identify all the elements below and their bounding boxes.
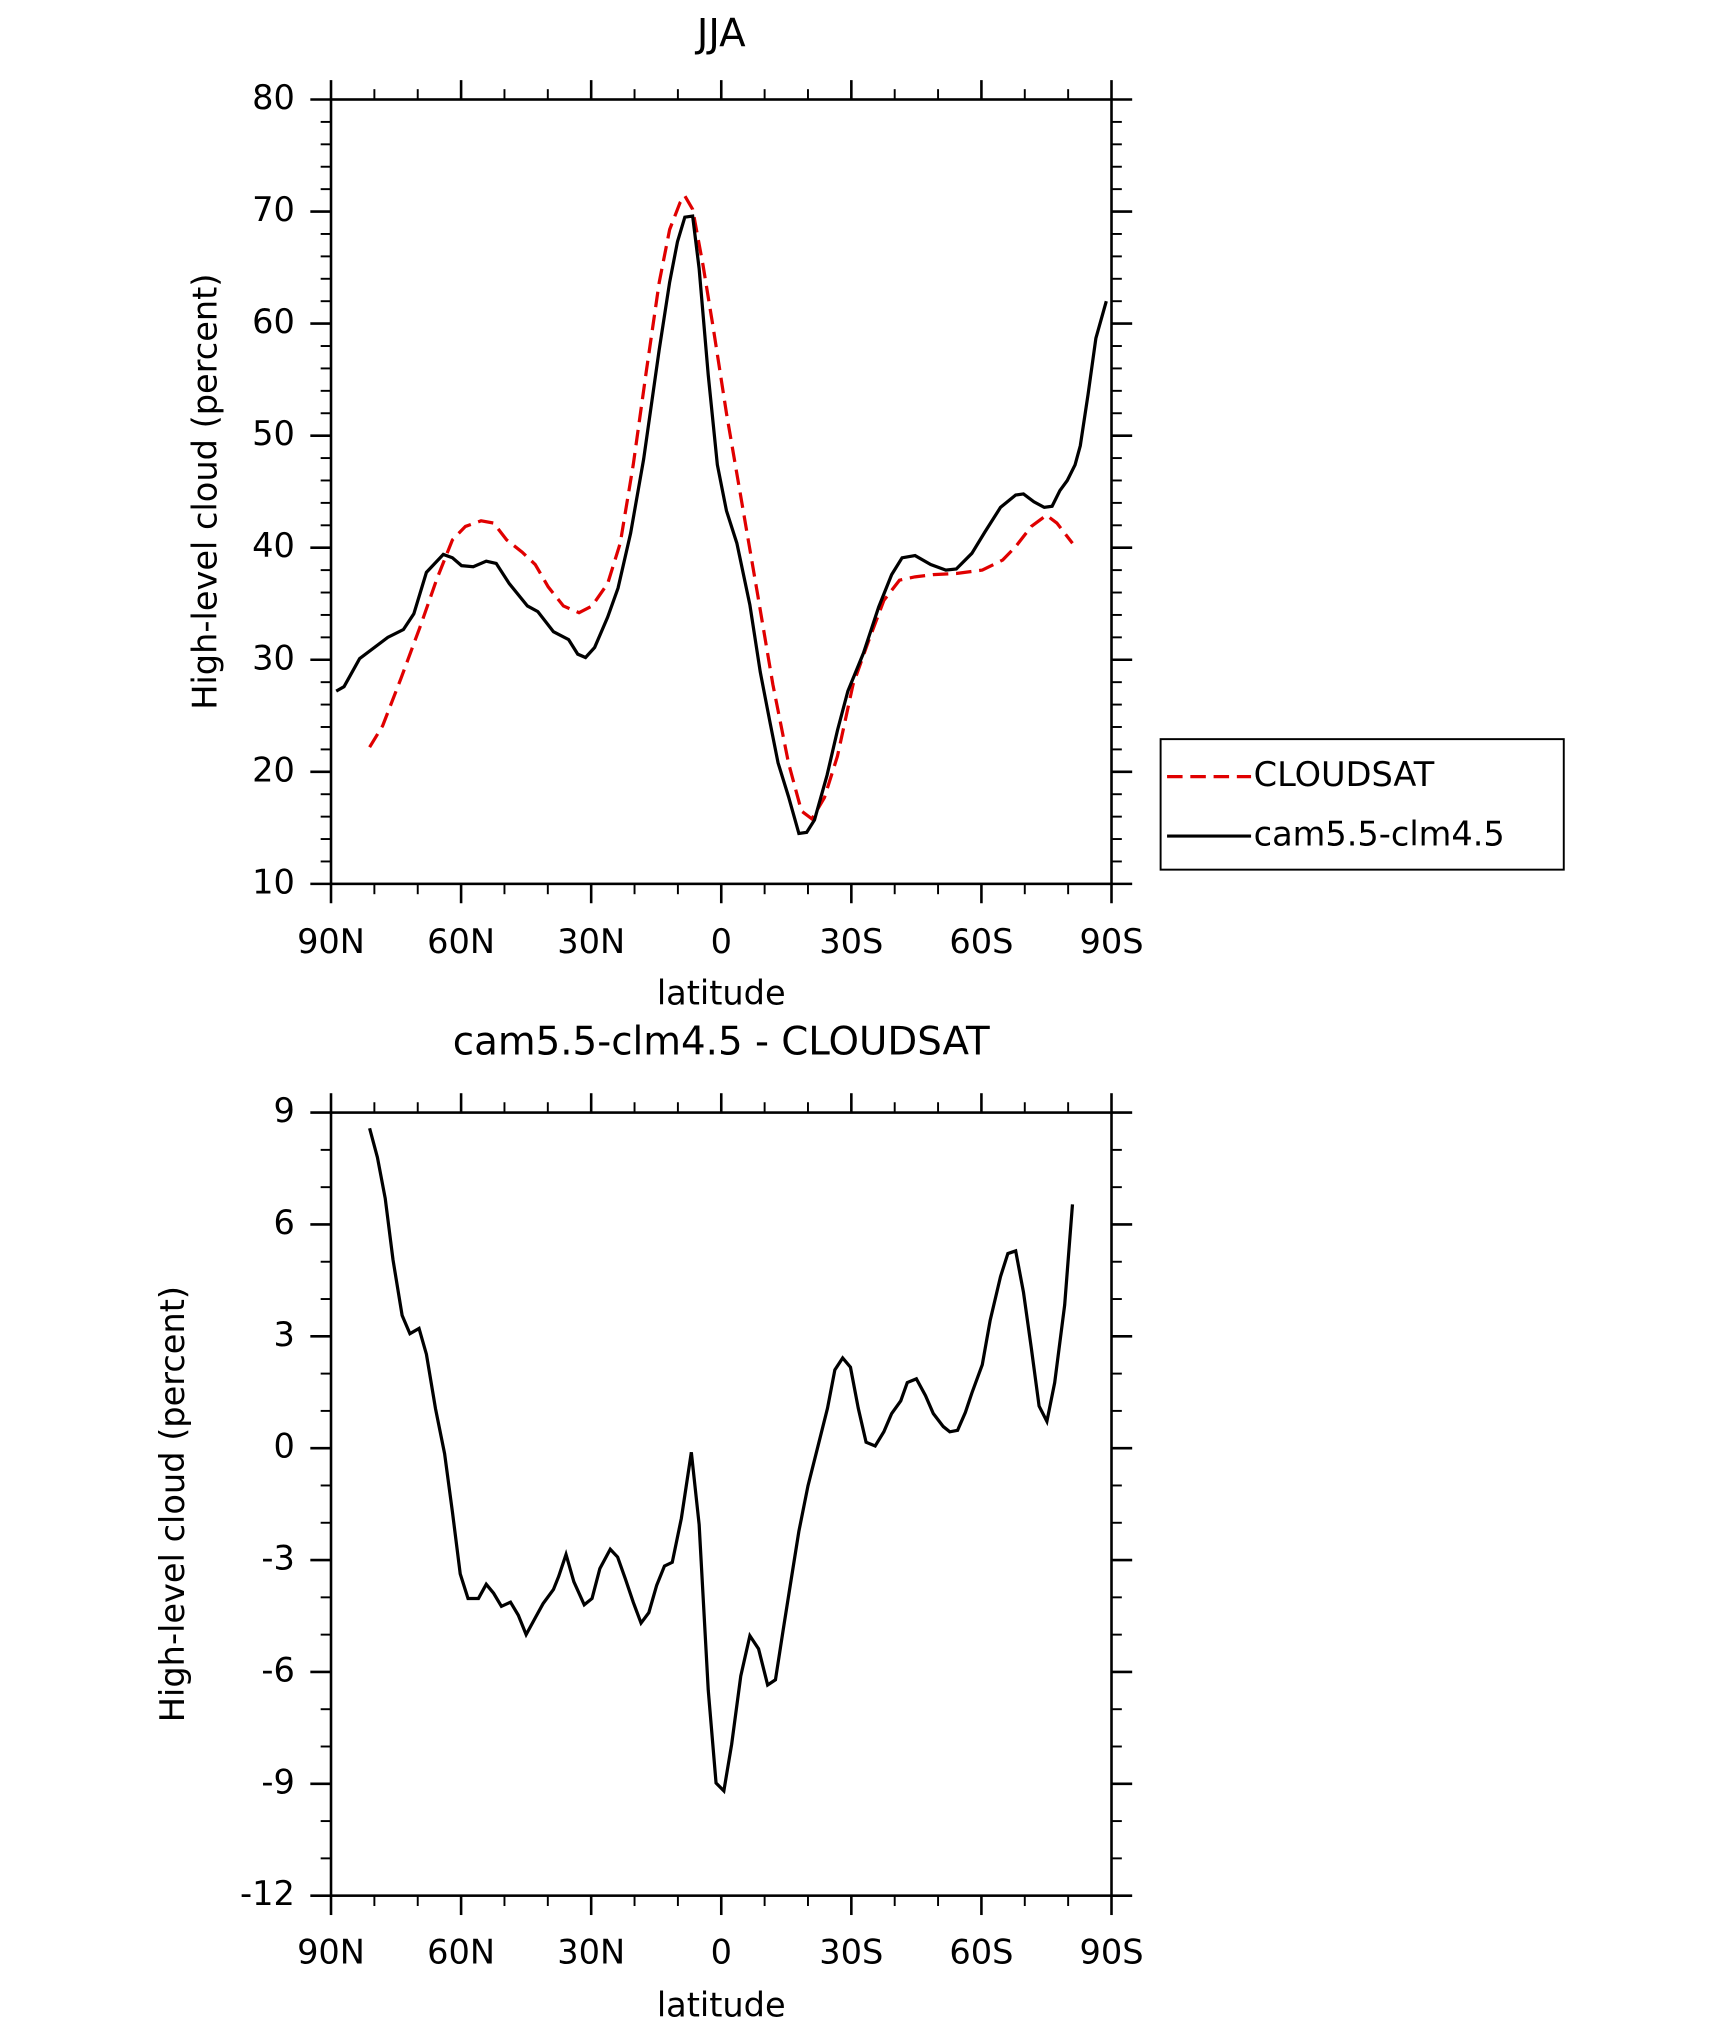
legend-label: CLOUDSAT bbox=[1254, 755, 1435, 794]
y-tick-label: 50 bbox=[252, 414, 295, 453]
y-tick-label: 40 bbox=[252, 526, 295, 565]
y-tick-label: 3 bbox=[273, 1315, 294, 1354]
x-tick-label: 30S bbox=[819, 922, 883, 961]
legend-label: cam5.5-clm4.5 bbox=[1254, 815, 1505, 854]
x-tick-label: 60N bbox=[427, 1932, 495, 1971]
x-tick-label: 30S bbox=[819, 1932, 883, 1971]
x-axis-label: latitude bbox=[657, 1985, 786, 2021]
y-tick-label: 70 bbox=[252, 190, 295, 229]
chart-title: JJA bbox=[695, 12, 746, 57]
y-tick-label: 60 bbox=[252, 302, 295, 341]
y-axis-label: High-level cloud (percent) bbox=[185, 274, 224, 710]
y-tick-label: 80 bbox=[252, 78, 295, 117]
legend-box bbox=[1159, 738, 1565, 871]
y-tick-label: -3 bbox=[261, 1539, 294, 1578]
y-tick-label: 10 bbox=[252, 862, 295, 901]
x-tick-label: 90S bbox=[1079, 922, 1143, 961]
plot-frame bbox=[329, 1111, 1113, 1897]
y-tick-label: 6 bbox=[273, 1203, 294, 1242]
series-line bbox=[335, 214, 1108, 836]
x-tick-label: 90N bbox=[297, 1932, 365, 1971]
x-tick-label: 60S bbox=[949, 1932, 1013, 1971]
series-line bbox=[368, 192, 1074, 822]
x-tick-label: 0 bbox=[711, 1932, 732, 1971]
x-tick-label: 90N bbox=[297, 922, 365, 961]
y-tick-label: 30 bbox=[252, 638, 295, 677]
y-axis-label: High-level cloud (percent) bbox=[153, 1286, 192, 1722]
x-tick-label: 60N bbox=[427, 922, 495, 961]
y-tick-label: 20 bbox=[252, 750, 295, 789]
x-tick-label: 30N bbox=[557, 1932, 625, 1971]
y-tick-label: -12 bbox=[240, 1874, 295, 1913]
x-tick-label: 90S bbox=[1079, 1932, 1143, 1971]
y-tick-label: -6 bbox=[261, 1650, 294, 1689]
x-tick-label: 30N bbox=[557, 922, 625, 961]
series-line bbox=[368, 1127, 1075, 1795]
y-tick-label: 9 bbox=[273, 1091, 294, 1130]
y-tick-label: 0 bbox=[273, 1427, 294, 1466]
y-tick-label: -9 bbox=[261, 1762, 294, 1801]
x-axis-label: latitude bbox=[657, 973, 786, 1012]
x-tick-label: 60S bbox=[949, 922, 1013, 961]
chart-title: cam5.5-clm4.5 - CLOUDSAT bbox=[453, 1020, 990, 1065]
x-tick-label: 0 bbox=[711, 922, 732, 961]
